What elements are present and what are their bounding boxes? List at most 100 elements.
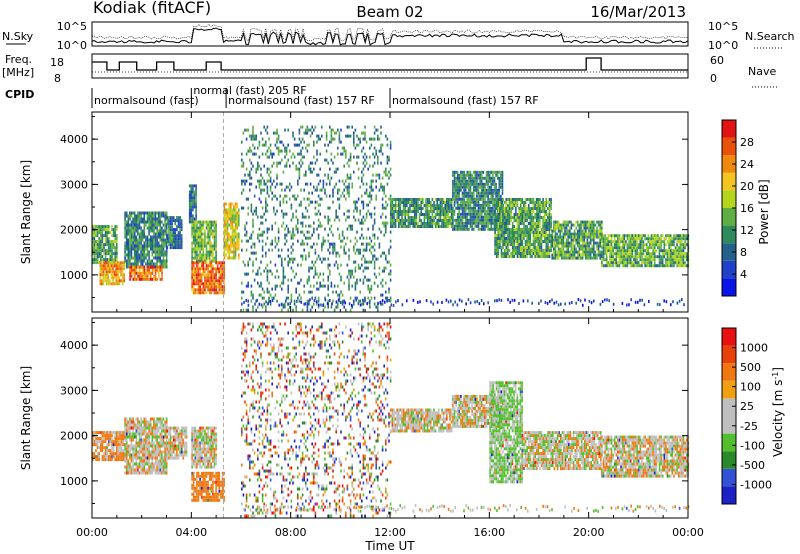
heatmap-cell bbox=[196, 226, 198, 230]
heatmap-cell bbox=[380, 281, 382, 285]
heatmap-cell bbox=[208, 247, 211, 251]
heatmap-cell bbox=[436, 198, 438, 201]
heatmap-cell bbox=[524, 207, 527, 210]
heatmap-cell bbox=[277, 248, 280, 252]
heatmap-cell bbox=[482, 182, 485, 186]
heatmap-cell bbox=[378, 176, 381, 180]
heatmap-cell bbox=[548, 240, 551, 243]
heatmap-cell bbox=[495, 240, 498, 243]
freq-tick-low: 8 bbox=[54, 72, 61, 85]
heatmap-cell bbox=[480, 227, 483, 231]
heatmap-cell bbox=[95, 255, 97, 259]
heatmap-cell bbox=[526, 231, 528, 234]
heatmap-cell bbox=[593, 247, 595, 251]
heatmap-cell bbox=[353, 140, 355, 144]
heatmap-cell bbox=[458, 191, 461, 195]
heatmap-cell bbox=[340, 263, 342, 267]
heatmap-cell bbox=[453, 200, 456, 204]
heatmap-cell bbox=[238, 241, 240, 245]
heatmap-cell bbox=[375, 194, 377, 198]
heatmap-cell bbox=[554, 226, 557, 230]
heatmap-cell bbox=[488, 200, 491, 204]
heatmap-cell bbox=[192, 276, 195, 280]
heatmap-cell bbox=[410, 219, 413, 222]
heatmap-cell bbox=[503, 231, 506, 234]
heatmap-cell bbox=[390, 216, 392, 219]
heatmap-cell bbox=[290, 266, 293, 270]
heatmap-cell bbox=[200, 226, 203, 230]
heatmap-cell bbox=[537, 234, 540, 237]
heatmap-cell bbox=[157, 232, 160, 236]
heatmap-cell bbox=[274, 131, 277, 135]
heatmap-cell bbox=[241, 152, 243, 156]
heatmap-cell bbox=[346, 125, 349, 129]
heatmap-cell bbox=[190, 220, 193, 224]
heatmap-cell bbox=[556, 238, 558, 242]
heatmap-cell bbox=[542, 207, 544, 210]
heatmap-cell bbox=[540, 255, 543, 258]
heatmap-cell bbox=[589, 235, 592, 239]
heatmap-cell bbox=[290, 245, 293, 249]
heatmap-cell bbox=[321, 245, 323, 249]
heatmap-cell bbox=[543, 237, 546, 240]
heatmap-cell bbox=[129, 226, 131, 230]
heatmap-cell bbox=[588, 223, 590, 227]
heatmap-cell bbox=[618, 249, 621, 253]
heatmap-cell bbox=[277, 275, 280, 279]
heatmap-cell bbox=[236, 235, 238, 239]
heatmap-cell bbox=[383, 269, 385, 273]
heatmap-cell bbox=[309, 245, 312, 249]
heatmap-cell bbox=[236, 202, 238, 206]
heatmap-cell bbox=[361, 176, 363, 180]
heatmap-cell bbox=[140, 241, 142, 245]
heatmap-cell bbox=[106, 234, 108, 238]
heatmap-cell bbox=[362, 131, 365, 135]
heatmap-cell bbox=[133, 262, 136, 266]
heatmap-cell bbox=[116, 228, 118, 232]
heatmap-cell bbox=[502, 252, 504, 255]
heatmap-cell bbox=[581, 253, 584, 257]
heatmap-cell bbox=[444, 216, 446, 219]
heatmap-cell bbox=[362, 254, 365, 258]
heatmap-cell bbox=[341, 293, 344, 297]
heatmap-cell bbox=[452, 209, 454, 213]
heatmap-cell bbox=[233, 226, 235, 230]
heatmap-cell bbox=[515, 219, 517, 222]
heatmap-cell bbox=[557, 235, 560, 239]
heatmap-cell bbox=[610, 240, 613, 244]
heatmap-cell bbox=[420, 210, 422, 213]
heatmap-cell bbox=[516, 252, 519, 255]
heatmap-cell bbox=[373, 260, 376, 264]
heatmap-cell bbox=[172, 231, 175, 235]
heatmap-cell bbox=[329, 251, 331, 255]
heatmap-cell bbox=[191, 282, 193, 286]
heatmap-cell bbox=[154, 274, 157, 278]
heatmap-cell bbox=[398, 207, 400, 210]
heatmap-cell bbox=[492, 191, 494, 195]
heatmap-cell bbox=[166, 246, 169, 250]
heatmap-cell bbox=[375, 128, 377, 132]
heatmap-cell bbox=[157, 247, 160, 251]
heatmap-cell bbox=[301, 239, 304, 243]
heatmap-cell bbox=[191, 279, 193, 283]
heatmap-cell bbox=[141, 259, 144, 263]
heatmap-cell bbox=[625, 258, 627, 262]
heatmap-cell bbox=[548, 249, 551, 252]
heatmap-cell bbox=[324, 257, 326, 261]
heatmap-cell bbox=[537, 249, 540, 252]
heatmap-cell bbox=[545, 201, 548, 204]
heatmap-cell bbox=[556, 226, 558, 230]
cpid-label: normalsound (fast) 157 RF bbox=[228, 94, 375, 107]
heatmap-cell bbox=[519, 234, 522, 237]
heatmap-cell bbox=[472, 209, 475, 213]
heatmap-cell bbox=[274, 263, 277, 267]
heatmap-cell bbox=[458, 221, 461, 225]
heatmap-cell bbox=[479, 176, 481, 180]
heatmap-cell bbox=[225, 238, 227, 242]
heatmap-cell bbox=[487, 221, 489, 225]
heatmap-cell bbox=[543, 225, 546, 228]
heatmap-cell bbox=[495, 237, 498, 240]
heatmap-cell bbox=[268, 173, 270, 177]
heatmap-cell bbox=[199, 229, 201, 233]
heatmap-cell bbox=[215, 267, 217, 271]
